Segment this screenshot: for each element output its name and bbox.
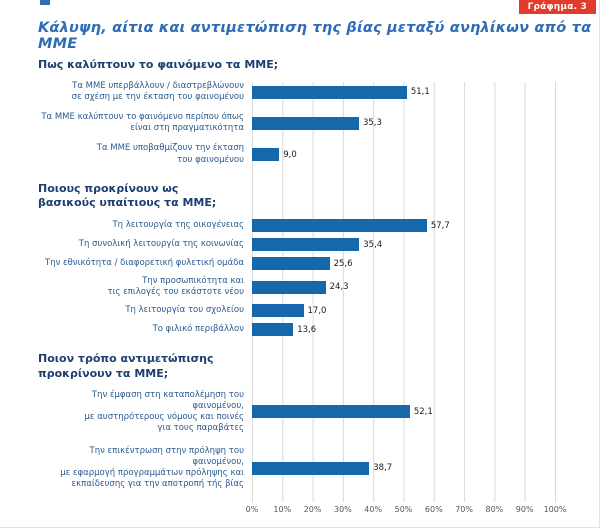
bar-value: 57,7: [430, 220, 450, 231]
bar-value: 35,4: [363, 239, 383, 250]
bar-value: 17,0: [307, 305, 327, 316]
bar-value: 51,1: [410, 87, 430, 98]
bar-row: Το φιλικό περιβάλλον 13,6: [38, 323, 555, 337]
bar-track: 24,3: [252, 280, 555, 294]
bar-row: Την εθνικότητα / διαφορετική φυλετική ομ…: [38, 257, 555, 271]
bar-track: 38,7: [252, 461, 555, 475]
bar-row: Την προσωπικότητα και τις επιλογές του ε…: [38, 276, 555, 298]
bar-value: 35,3: [362, 118, 382, 129]
bar-row: Τα ΜΜΕ καλύπτουν το φαινόμενο περίπου όπ…: [38, 112, 555, 134]
x-axis-tick: 0%: [245, 505, 259, 515]
x-axis-tick: 90%: [515, 505, 534, 515]
chart-title: Κάλυψη, αίτια και αντιμετώπιση της βίας …: [38, 20, 592, 52]
chart-group-response: Ποιον τρόπο αντιμετώπισης προκρίνουν τα …: [38, 352, 555, 490]
figure-badge: Γράφημα. 3: [518, 0, 596, 14]
bar-track: 57,7: [252, 219, 555, 233]
bar-row: Τα ΜΜΕ υποβαθμίζουν την έκταση του φαινο…: [38, 143, 555, 165]
bar-label: Την προσωπικότητα και τις επιλογές του ε…: [107, 276, 244, 298]
x-axis-tick: 80%: [485, 505, 504, 515]
bar-label: Τα ΜΜΕ καλύπτουν το φαινόμενο περίπου όπ…: [41, 112, 244, 134]
x-axis-tick: 20%: [303, 505, 322, 515]
chart-group-coverage: Πως καλύπτουν το φαινόμενο τα ΜΜΕ; Τα ΜΜ…: [38, 58, 555, 166]
bar-label: Τη λειτουργία του σχολείου: [125, 305, 244, 316]
x-axis-tick: 40%: [364, 505, 383, 515]
bar-value: 9,0: [283, 149, 297, 160]
bar-label: Τα ΜΜΕ υποβαθμίζουν την έκταση του φαινο…: [96, 143, 244, 165]
group-header: Ποιον τρόπο αντιμετώπισης προκρίνουν τα …: [38, 352, 214, 380]
bar-row: Την έμφαση στη καταπολέμηση του φαινομέν…: [38, 390, 555, 434]
bar-value: 13,6: [297, 324, 317, 335]
bar: [252, 323, 294, 337]
bar-value: 25,6: [333, 258, 353, 269]
bar-track: 35,4: [252, 238, 555, 252]
bar-label: Την εθνικότητα / διαφορετική φυλετική ομ…: [45, 258, 244, 269]
x-axis-tick: 70%: [455, 505, 473, 515]
bar-row: Τη συνολική λειτουργία της κοινωνίας 35,…: [38, 238, 555, 252]
x-axis-tick: 50%: [394, 505, 413, 515]
bar-row: Τα ΜΜΕ υπερβάλλουν / διαστρεβλώνουν σε σ…: [38, 81, 555, 103]
bar: [252, 461, 370, 475]
bar: [252, 405, 410, 419]
bar-label: Την επικέντρωση στην πρόληψη του φαινομέ…: [60, 446, 244, 490]
x-axis: 0% 10% 20% 30% 40% 50% 60% 70% 80% 90% 1…: [246, 502, 567, 516]
x-axis-tick: 10%: [273, 505, 292, 515]
bar-label: Τη λειτουργία της οικογένειας: [112, 220, 244, 231]
bar: [252, 116, 359, 130]
chart-group-culprits: Ποιους προκρίνουν ως βασικούς υπαίτιους …: [38, 182, 555, 337]
bar-row: Τη λειτουργία του σχολείου 17,0: [38, 304, 555, 318]
bar: [252, 280, 326, 294]
bar-label: Τα ΜΜΕ υπερβάλλουν / διαστρεβλώνουν σε σ…: [71, 81, 244, 103]
bar-track: 9,0: [252, 148, 555, 162]
bar-value: 24,3: [329, 282, 349, 293]
bar: [252, 85, 407, 99]
bar-track: 13,6: [252, 323, 555, 337]
page-corner-mark: [40, 0, 50, 5]
bar-track: 17,0: [252, 304, 555, 318]
x-axis-tick: 30%: [334, 505, 352, 515]
bar: [252, 304, 304, 318]
bar-value: 38,7: [373, 463, 393, 474]
bar-row: Την επικέντρωση στην πρόληψη του φαινομέ…: [38, 446, 555, 490]
bar-track: 52,1: [252, 405, 555, 419]
bar-row: Τη λειτουργία της οικογένειας 57,7: [38, 219, 555, 233]
bar-value: 52,1: [413, 406, 433, 417]
bar: [252, 219, 427, 233]
bar-label: Το φιλικό περιβάλλον: [152, 324, 244, 335]
bar: [252, 238, 360, 252]
group-header: Πως καλύπτουν το φαινόμενο τα ΜΜΕ;: [38, 58, 279, 71]
group-header: Ποιους προκρίνουν ως βασικούς υπαίτιους …: [38, 181, 217, 209]
bar: [252, 257, 330, 271]
bar-track: 35,3: [252, 116, 555, 130]
bar-label: Τη συνολική λειτουργία της κοινωνίας: [78, 239, 244, 250]
bar-track: 25,6: [252, 257, 555, 271]
x-axis-tick: 100%: [543, 505, 567, 515]
x-axis-tick: 60%: [424, 505, 443, 515]
bar-chart: Πως καλύπτουν το φαινόμενο τα ΜΜΕ; Τα ΜΜ…: [38, 58, 567, 516]
bar-track: 51,1: [252, 85, 555, 99]
bar: [252, 148, 280, 162]
bar-label: Την έμφαση στη καταπολέμηση του φαινομέν…: [84, 389, 244, 433]
